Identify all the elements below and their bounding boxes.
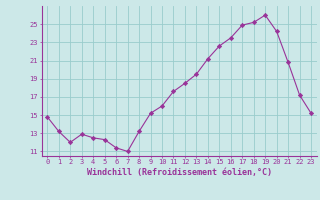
X-axis label: Windchill (Refroidissement éolien,°C): Windchill (Refroidissement éolien,°C) xyxy=(87,168,272,177)
